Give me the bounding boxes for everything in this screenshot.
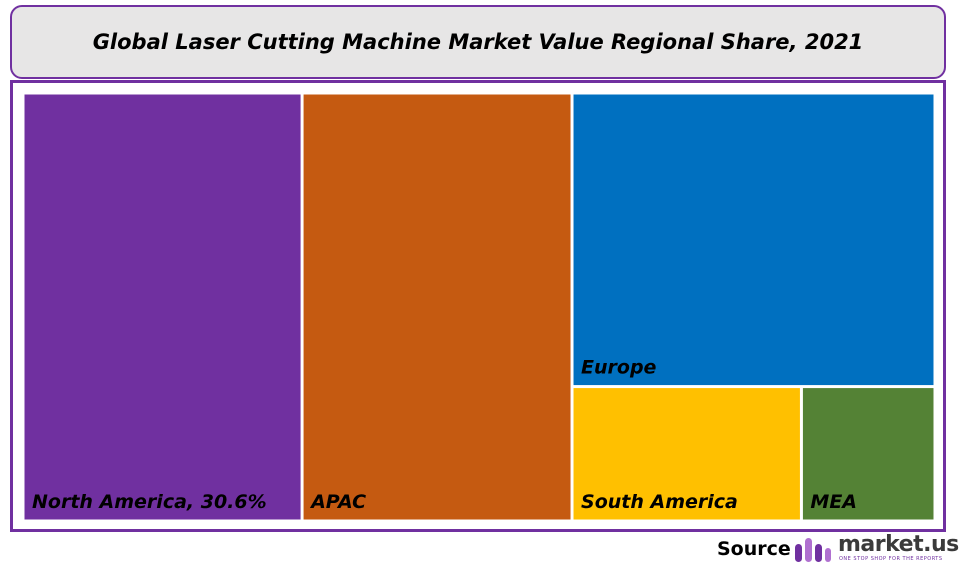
logo-tagline: ONE STOP SHOP FOR THE REPORTS (839, 556, 943, 562)
chart-title: Global Laser Cutting Machine Market Valu… (92, 30, 864, 54)
treemap-label-apac: APAC (309, 491, 366, 513)
source-label: Source (717, 538, 791, 560)
treemap-cell-apac (303, 94, 571, 520)
treemap-label-south-america: South America (581, 491, 738, 513)
logo-brand-name: market.us (838, 532, 959, 557)
treemap-label-europe: Europe (581, 357, 657, 379)
chart-frame: North America, 30.6% APAC Europe South Amer… (10, 80, 946, 532)
treemap-label-mea: MEA (810, 491, 857, 513)
market-us-logo-icon (795, 538, 831, 562)
treemap-chart: North America, 30.6% APAC Europe South Amer… (24, 94, 934, 520)
treemap-cell-mea (802, 388, 934, 520)
title-box: Global Laser Cutting Machine Market Valu… (10, 5, 946, 79)
treemap-cell-north-america (24, 94, 301, 520)
treemap-label-north-america: North America, 30.6% (32, 491, 267, 513)
treemap-cell-south-america (573, 388, 800, 520)
treemap-cell-europe (573, 94, 934, 386)
market-us-logo[interactable]: market.us ONE STOP SHOP FOR THE REPORTS (793, 532, 959, 564)
